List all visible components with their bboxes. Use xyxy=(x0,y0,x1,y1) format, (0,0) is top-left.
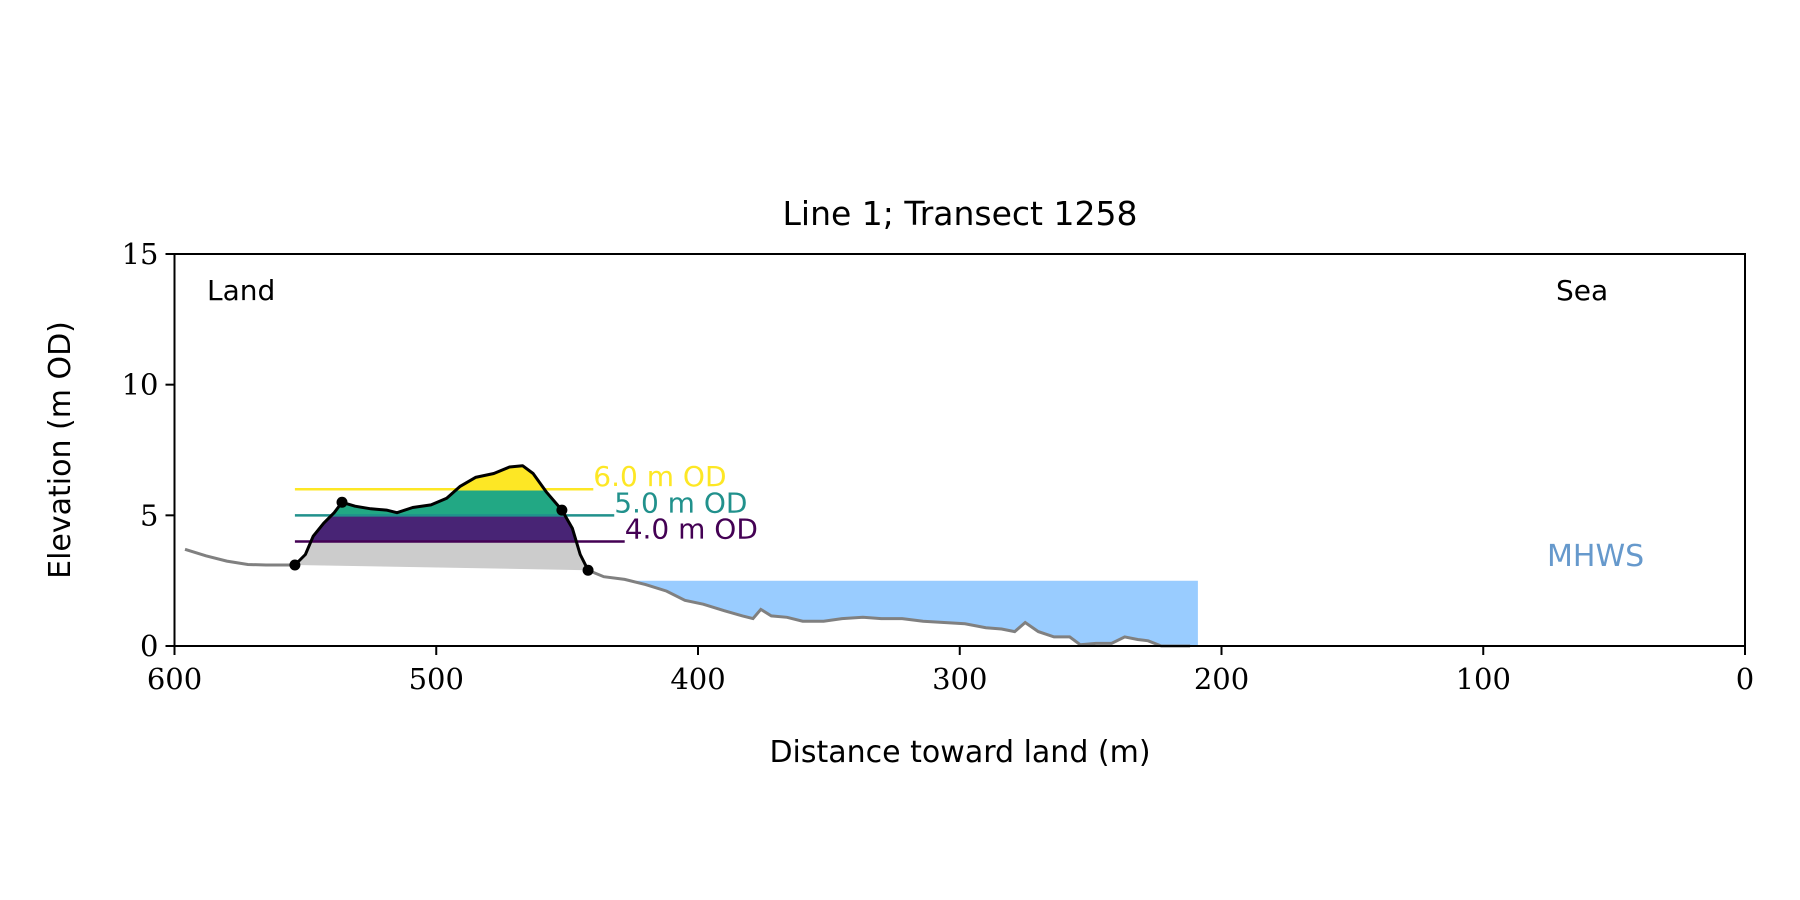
y-tick-label: 10 xyxy=(122,368,159,402)
y-tick-label: 0 xyxy=(140,629,158,663)
sea-label: Sea xyxy=(1556,274,1608,307)
dune-point xyxy=(336,496,348,508)
x-tick-label: 100 xyxy=(1456,662,1511,696)
ground-profile-sea xyxy=(587,568,1191,648)
x-tick-label: 300 xyxy=(932,662,987,696)
x-tick-label: 0 xyxy=(1736,662,1754,696)
x-tick-label: 200 xyxy=(1194,662,1249,696)
dune-point xyxy=(556,504,568,516)
level-label: 4.0 m OD xyxy=(625,512,758,545)
y-tick-label: 5 xyxy=(140,498,158,532)
dune-base-fill xyxy=(294,541,589,571)
dune-point xyxy=(582,564,594,576)
y-tick-label: 15 xyxy=(122,237,159,271)
x-tick-label: 500 xyxy=(409,662,464,696)
ground-profile-land xyxy=(184,547,295,567)
x-tick-label: 400 xyxy=(670,662,725,696)
level-label: 6.0 m OD xyxy=(593,460,726,493)
land-label: Land xyxy=(207,274,275,307)
dune-band-4-5 xyxy=(294,515,589,542)
y-axis-label: Elevation (m OD) xyxy=(43,321,78,579)
x-axis-label: Distance toward land (m) xyxy=(769,735,1150,770)
level-label: 5.0 m OD xyxy=(614,486,747,519)
x-tick-label: 600 xyxy=(147,662,202,696)
mhws-water-fill xyxy=(632,580,1198,646)
dune-band-6-plus xyxy=(294,465,589,490)
dune-profile-line xyxy=(293,464,590,571)
chart-title: Line 1; Transect 1258 xyxy=(783,194,1138,233)
dune-point xyxy=(289,559,301,571)
mhws-label: MHWS xyxy=(1547,539,1644,574)
